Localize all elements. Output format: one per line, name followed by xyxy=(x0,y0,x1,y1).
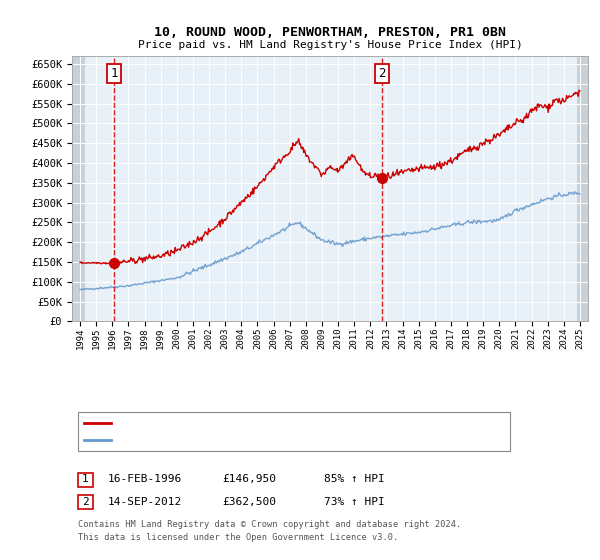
Text: 1: 1 xyxy=(110,67,118,80)
Text: HPI: Average price, detached house, South Ribble: HPI: Average price, detached house, Sout… xyxy=(116,435,398,445)
Text: Contains HM Land Registry data © Crown copyright and database right 2024.: Contains HM Land Registry data © Crown c… xyxy=(78,520,461,529)
Text: Price paid vs. HM Land Registry's House Price Index (HPI): Price paid vs. HM Land Registry's House … xyxy=(137,40,523,50)
Text: 16-FEB-1996: 16-FEB-1996 xyxy=(108,474,182,484)
Text: £146,950: £146,950 xyxy=(222,474,276,484)
Bar xyxy=(577,56,588,321)
Text: This data is licensed under the Open Government Licence v3.0.: This data is licensed under the Open Gov… xyxy=(78,533,398,542)
Text: 10, ROUND WOOD, PENWORTHAM, PRESTON, PR1 0BN: 10, ROUND WOOD, PENWORTHAM, PRESTON, PR1… xyxy=(154,26,506,39)
Text: 85% ↑ HPI: 85% ↑ HPI xyxy=(324,474,385,484)
Text: 10, ROUND WOOD, PENWORTHAM, PRESTON, PR1 0BN (detached house): 10, ROUND WOOD, PENWORTHAM, PRESTON, PR1… xyxy=(116,418,474,428)
Text: 2: 2 xyxy=(82,497,89,507)
Text: 14-SEP-2012: 14-SEP-2012 xyxy=(108,497,182,507)
Text: £362,500: £362,500 xyxy=(222,497,276,507)
Text: 73% ↑ HPI: 73% ↑ HPI xyxy=(324,497,385,507)
Text: 2: 2 xyxy=(378,67,386,80)
Text: 1: 1 xyxy=(82,474,89,484)
Bar xyxy=(72,56,85,321)
